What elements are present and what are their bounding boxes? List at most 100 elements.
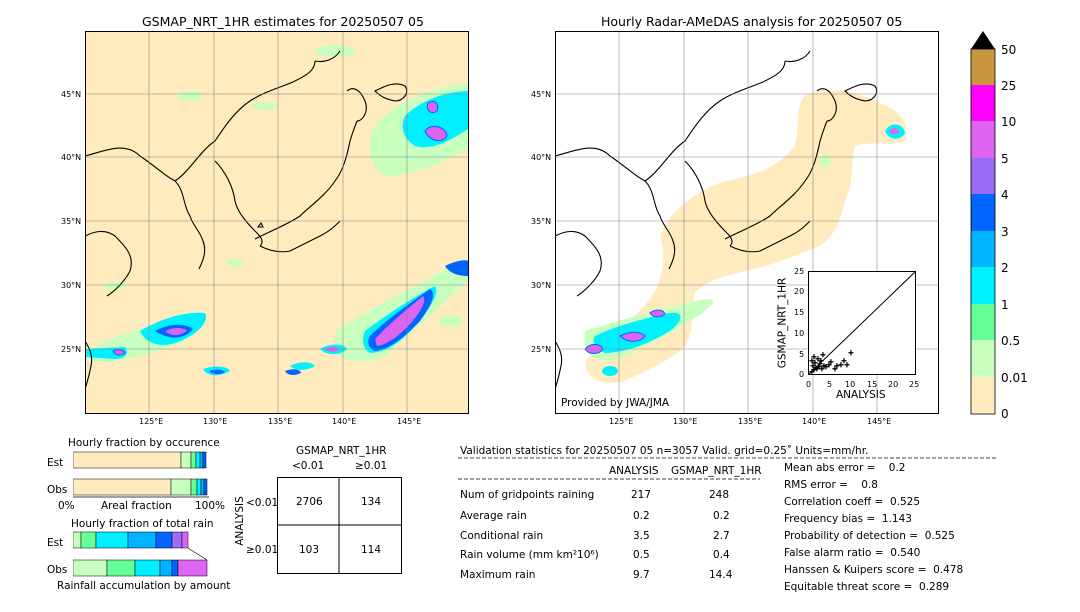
right-lat-30: 30°N <box>531 281 552 290</box>
right-lat-45: 45°N <box>531 90 552 99</box>
score-correlation: Correlation coeff = 0.525 <box>784 496 920 508</box>
scatter-points: ++++ +++ + ++++ ++++ +++ + ++++ <box>809 349 855 375</box>
inset-xtick-0: 0 <box>806 380 812 389</box>
contingency-cell-b: 134 <box>361 496 382 508</box>
fraction-occurrence-xlabel-right: 100% <box>195 500 226 512</box>
colorbar-label-0: 0 <box>1001 407 1009 421</box>
left-lat-45: 45°N <box>61 90 82 99</box>
contingency-cell-c: 103 <box>299 544 320 556</box>
fraction-total-title: Hourly fraction of total rain <box>71 518 214 530</box>
validation-row-label: Maximum rain <box>460 569 536 581</box>
validation-row-analysis: 217 <box>631 489 652 501</box>
left-lon-140: 140°E <box>332 417 357 426</box>
validation-col-gsmap: GSMAP_NRT_1HR <box>671 465 762 477</box>
svg-text:+: + <box>821 362 827 370</box>
right-lon-145: 145°E <box>867 417 892 426</box>
svg-text:+: + <box>834 362 840 370</box>
inset-ytick-15: 15 <box>794 308 805 317</box>
validation-row-gsmap: 14.4 <box>709 569 733 581</box>
validation-row-label: Average rain <box>460 510 527 522</box>
contingency-row-axis: ANALYSIS <box>233 496 246 546</box>
left-lat-25: 25°N <box>61 345 82 354</box>
svg-text:+: + <box>815 355 821 363</box>
fraction-occurrence-xlabel-left: 0% <box>58 500 75 512</box>
inset-ytick-5: 5 <box>799 350 805 359</box>
contingency-title: GSMAP_NRT_1HR <box>296 445 387 457</box>
left-grid <box>85 31 469 414</box>
validation-row-gsmap: 248 <box>709 489 730 501</box>
svg-text:+: + <box>811 366 817 374</box>
colorbar-label-1: 1 <box>1001 298 1009 312</box>
contingency-row-ge: ≥0.01 <box>246 544 279 556</box>
svg-text:+: + <box>823 363 829 371</box>
validation-row-gsmap: 0.4 <box>713 549 730 561</box>
colorbar <box>970 31 996 415</box>
inset-ytick-10: 10 <box>794 329 805 338</box>
left-lon-125: 125°E <box>139 417 164 426</box>
inset-xtick-10: 10 <box>845 380 856 389</box>
svg-text:+: + <box>809 357 815 365</box>
inset-ytick-20: 20 <box>794 287 805 296</box>
fraction-occurrence-xlabel-mid: Areal fraction <box>101 500 172 512</box>
colorbar-label-25: 25 <box>1001 79 1017 93</box>
colorbar-label-5: 5 <box>1001 152 1009 166</box>
contingency-cell-a: 2706 <box>296 496 323 508</box>
left-coastlines <box>85 50 408 390</box>
contingency-grid <box>277 477 402 574</box>
score-hk: Hanssen & Kuipers score = 0.478 <box>784 564 964 576</box>
svg-text:+: + <box>814 365 820 373</box>
score-frequency-bias: Frequency bias = 1.143 <box>784 513 912 525</box>
validation-row-gsmap: 2.7 <box>713 530 730 542</box>
inset-xtick-5: 5 <box>827 380 833 389</box>
colorbar-label-50: 50 <box>1001 43 1017 57</box>
right-lat-40: 40°N <box>531 153 552 162</box>
svg-text:+: + <box>816 363 822 371</box>
provided-by-label: Provided by JWA/JMA <box>561 397 670 409</box>
right-lat-25: 25°N <box>531 345 552 354</box>
colorbar-label-3: 3 <box>1001 225 1009 239</box>
contingency-col-lt: <0.01 <box>292 460 325 472</box>
svg-text:+: + <box>841 357 847 365</box>
validation-header-rule <box>458 457 998 459</box>
svg-text:+: + <box>832 365 838 373</box>
right-lon-135: 135°E <box>738 417 763 426</box>
left-lon-130: 130°E <box>203 417 228 426</box>
svg-text:+: + <box>811 353 817 361</box>
left-rain-areas <box>85 45 468 376</box>
validation-row-label: Num of gridpoints raining <box>460 489 595 501</box>
svg-text:+: + <box>810 362 816 370</box>
inset-xlabel: ANALYSIS <box>836 389 886 401</box>
svg-text:+: + <box>812 359 818 367</box>
fraction-occurrence-est-label: Est <box>47 457 64 469</box>
fraction-total-obs-label: Obs <box>47 564 68 576</box>
inset-xtick-20: 20 <box>888 380 899 389</box>
validation-row-label: Conditional rain <box>460 530 544 542</box>
colorbar-label-0.01: 0.01 <box>1001 371 1028 385</box>
left-map <box>85 31 469 414</box>
left-lat-35: 35°N <box>61 217 82 226</box>
svg-text:+: + <box>826 361 832 369</box>
inset-xtick-15: 15 <box>867 380 878 389</box>
left-lon-145: 145°E <box>397 417 422 426</box>
validation-header: Validation statistics for 20250507 05 n=… <box>460 445 869 457</box>
contingency-col-ge: ≥0.01 <box>355 460 388 472</box>
validation-cols-rule <box>458 478 760 480</box>
svg-text:+: + <box>818 357 824 365</box>
right-lat-35: 35°N <box>531 217 552 226</box>
svg-text:+: + <box>828 358 834 366</box>
inset-ytick-25: 25 <box>794 267 805 276</box>
svg-text:+: + <box>813 364 819 372</box>
fraction-occurrence-title: Hourly fraction by occurence <box>68 437 220 449</box>
contingency-row-lt: <0.01 <box>246 497 279 509</box>
score-mean-abs-error: Mean abs error = 0.2 <box>784 462 906 474</box>
colorbar-label-2: 2 <box>1001 261 1009 275</box>
inset-xtick-25: 25 <box>909 380 920 389</box>
validation-col-analysis: ANALYSIS <box>609 465 659 477</box>
left-lon-135: 135°E <box>268 417 293 426</box>
svg-text:+: + <box>838 361 844 369</box>
svg-text:+: + <box>844 361 850 369</box>
right-coastlines <box>555 50 878 390</box>
inset-scatter: ++++ +++ + ++++ ++++ +++ + ++++ <box>808 271 916 375</box>
right-map-title: Hourly Radar-AMeDAS analysis for 2025050… <box>601 14 903 29</box>
validation-row-analysis: 9.7 <box>633 569 650 581</box>
